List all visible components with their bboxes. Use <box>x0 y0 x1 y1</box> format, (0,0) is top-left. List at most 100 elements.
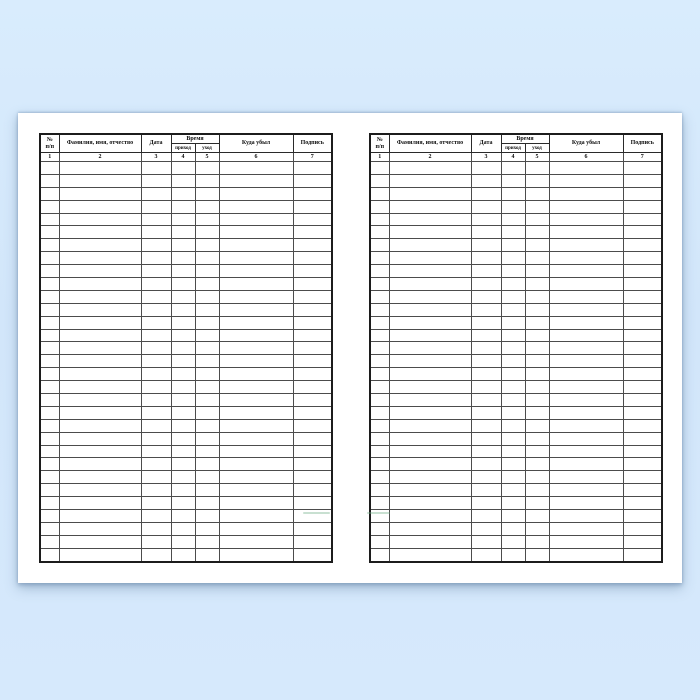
empty-cell <box>292 367 333 382</box>
empty-cell <box>369 302 390 317</box>
empty-cell <box>218 238 294 253</box>
watermark-smudge <box>303 512 330 514</box>
empty-cell <box>548 341 624 356</box>
col-header-number: № п/п <box>369 133 390 153</box>
empty-cell <box>292 393 333 407</box>
empty-cell <box>548 380 624 395</box>
empty-cell <box>194 186 220 201</box>
empty-cell <box>388 341 472 356</box>
empty-row <box>39 199 333 214</box>
empty-cell <box>39 251 60 266</box>
empty-cell <box>622 547 663 563</box>
empty-cell <box>39 186 60 201</box>
empty-cell <box>622 509 663 523</box>
empty-cell <box>58 380 142 395</box>
empty-cell <box>548 496 624 511</box>
empty-cell <box>524 354 550 369</box>
empty-cell <box>388 302 472 317</box>
empty-cell <box>292 534 333 549</box>
empty-cell <box>218 277 294 291</box>
empty-cell <box>369 328 390 343</box>
empty-cell <box>369 277 390 291</box>
empty-cell <box>170 315 196 330</box>
col-header-number: № п/п <box>39 133 60 153</box>
empty-cell <box>170 212 196 227</box>
empty-cell <box>170 199 196 214</box>
empty-cell <box>548 367 624 382</box>
empty-cell <box>58 302 142 317</box>
empty-cell <box>548 547 624 563</box>
empty-cell <box>39 199 60 214</box>
empty-cell <box>500 393 526 407</box>
empty-cell <box>218 521 294 536</box>
empty-row <box>39 534 333 549</box>
empty-cell <box>548 405 624 420</box>
empty-cell <box>39 302 60 317</box>
empty-cell <box>622 444 663 459</box>
empty-cell <box>140 302 172 317</box>
empty-cell <box>388 328 472 343</box>
empty-cell <box>500 470 526 485</box>
empty-cell <box>524 264 550 279</box>
empty-cell <box>58 238 142 253</box>
visitor-log-table: № п/п Фамилия, имя, отчество Дата Время … <box>369 133 663 563</box>
col-header-time-arrival: приход <box>170 143 196 153</box>
empty-row <box>39 547 333 563</box>
empty-cell <box>218 457 294 472</box>
col-header-number-line1: № <box>46 136 53 143</box>
empty-cell <box>369 173 390 188</box>
empty-cell <box>140 509 172 523</box>
empty-cell <box>218 186 294 201</box>
empty-cell <box>292 354 333 369</box>
empty-cell <box>500 225 526 240</box>
column-number-cell: 7 <box>622 152 663 162</box>
empty-cell <box>500 277 526 291</box>
empty-cell <box>292 380 333 395</box>
empty-cell <box>170 418 196 433</box>
empty-cell <box>548 238 624 253</box>
col-header-date: Дата <box>470 133 502 153</box>
empty-cell <box>388 380 472 395</box>
empty-cell <box>369 380 390 395</box>
empty-cell <box>524 470 550 485</box>
empty-cell <box>58 418 142 433</box>
empty-cell <box>388 251 472 266</box>
empty-cell <box>39 483 60 498</box>
empty-cell <box>524 534 550 549</box>
empty-cell <box>524 251 550 266</box>
empty-cell <box>369 431 390 446</box>
empty-cell <box>369 315 390 330</box>
empty-cell <box>369 199 390 214</box>
empty-cell <box>140 173 172 188</box>
empty-cell <box>548 431 624 446</box>
empty-cell <box>140 380 172 395</box>
empty-cell <box>548 393 624 407</box>
empty-cell <box>470 277 502 291</box>
empty-cell <box>500 315 526 330</box>
empty-cell <box>292 277 333 291</box>
empty-cell <box>170 341 196 356</box>
empty-cell <box>622 496 663 511</box>
empty-cell <box>140 444 172 459</box>
empty-cell <box>524 341 550 356</box>
blank-rows <box>369 161 663 563</box>
empty-cell <box>388 238 472 253</box>
col-header-time-group: Время <box>170 133 220 144</box>
empty-cell <box>58 186 142 201</box>
empty-cell <box>58 212 142 227</box>
empty-cell <box>292 173 333 188</box>
empty-cell <box>140 547 172 563</box>
empty-cell <box>292 212 333 227</box>
empty-row <box>39 457 333 472</box>
empty-cell <box>140 431 172 446</box>
empty-cell <box>524 380 550 395</box>
empty-cell <box>470 521 502 536</box>
empty-cell <box>292 328 333 343</box>
empty-cell <box>369 225 390 240</box>
empty-cell <box>170 328 196 343</box>
empty-cell <box>622 367 663 382</box>
empty-row <box>369 251 663 266</box>
col-header-time-departure: уход <box>524 143 550 153</box>
empty-cell <box>388 289 472 304</box>
empty-cell <box>194 496 220 511</box>
